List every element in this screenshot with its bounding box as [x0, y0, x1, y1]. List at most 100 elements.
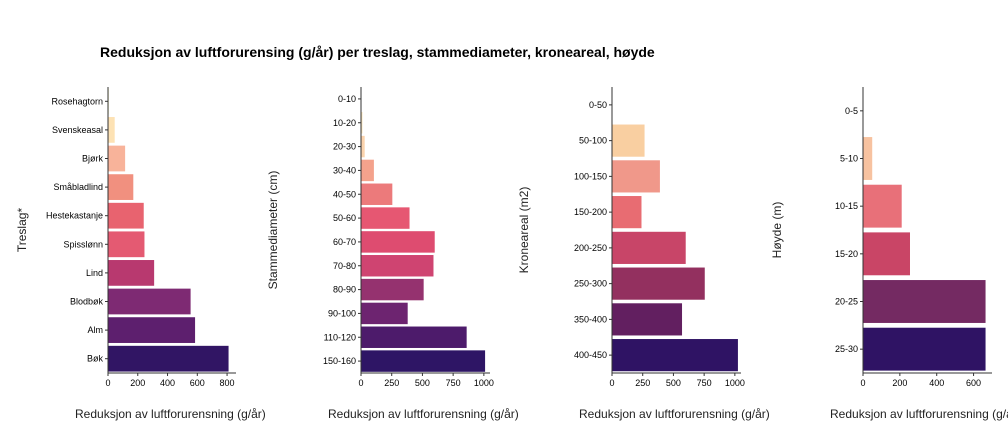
y-tick-label: 30-40: [333, 165, 356, 175]
panel-4: 0-5 5-10 10-15 15-20 20-25 25-30 0 200 400 600 Red…: [770, 87, 1008, 421]
y-tick-label: Småbladlind: [53, 182, 103, 192]
y-axis-title: Stammediameter (cm): [266, 171, 280, 290]
bar: [108, 345, 229, 372]
bar: [108, 202, 144, 229]
bar: [863, 137, 873, 180]
bar: [108, 117, 115, 143]
bar: [108, 317, 196, 343]
y-tick-label: Blodbøk: [70, 297, 104, 307]
y-tick-label: 10-15: [835, 201, 858, 211]
x-tick-label: 1000: [474, 378, 494, 388]
panel-3: 0-50 50-100 100-150 150-200 200-250 250-300 35…: [517, 87, 770, 421]
chart-title: Reduksjon av luftforurensing (g/år) per …: [100, 44, 655, 60]
bar: [863, 327, 986, 371]
x-tick-label: 250: [635, 378, 650, 388]
panel-1: Rosehagtorn Svenskeasal Bjørk Småbladlind He…: [15, 87, 266, 421]
y-tick-label: Hestekastanje: [46, 211, 103, 221]
y-tick-label: 5-10: [840, 154, 858, 164]
y-tick-label: 40-50: [333, 189, 356, 199]
bar: [361, 278, 424, 301]
chart-panels: Rosehagtorn Svenskeasal Bjørk Småbladlind He…: [15, 87, 1008, 421]
bar: [108, 145, 126, 172]
y-tick-label: 0-5: [845, 106, 858, 116]
x-tick-label: 200: [892, 378, 907, 388]
y-tick-label: Alm: [88, 325, 104, 335]
y-tick-label: 80-90: [333, 285, 356, 295]
y-tick-label: 0-10: [338, 94, 356, 104]
bar: [361, 135, 365, 158]
panel-2: 0-10 10-20 20-30 30-40 40-50 50-60 60-70 70-80 8…: [266, 87, 519, 421]
x-tick-label: 0: [105, 378, 110, 388]
bar: [612, 267, 705, 300]
bar: [612, 196, 642, 229]
bar: [612, 124, 645, 157]
x-tick-label: 500: [666, 378, 681, 388]
bar: [863, 232, 910, 276]
x-tick-label: 200: [130, 378, 145, 388]
y-tick-label: Bøk: [87, 354, 104, 364]
bar: [612, 160, 660, 193]
y-tick-label: 350-400: [574, 314, 607, 324]
y-tick-label: Rosehagtorn: [51, 96, 103, 106]
y-tick-label: 200-250: [574, 243, 607, 253]
x-tick-label: 500: [415, 378, 430, 388]
x-axis-title: Reduksjon av luftforurensning (g/år): [328, 407, 519, 421]
y-tick-label: 150-160: [323, 356, 356, 366]
bar: [361, 326, 467, 348]
y-tick-label: 10-20: [333, 118, 356, 128]
x-tick-label: 600: [190, 378, 205, 388]
bar: [108, 174, 134, 200]
y-tick-label: 70-80: [333, 261, 356, 271]
bar: [361, 183, 393, 205]
bar: [361, 207, 410, 229]
y-tick-label: 250-300: [574, 279, 607, 289]
x-tick-label: 800: [220, 378, 235, 388]
bar: [612, 339, 738, 372]
bar: [361, 302, 408, 325]
x-tick-label: 400: [929, 378, 944, 388]
y-tick-label: 400-450: [574, 350, 607, 360]
x-tick-label: 250: [384, 378, 399, 388]
y-tick-label: 20-30: [333, 142, 356, 152]
x-axis-title: Reduksjon av luftforurensning (g/år): [830, 407, 1008, 421]
x-tick-label: 750: [446, 378, 461, 388]
x-tick-label: 0: [358, 378, 363, 388]
x-tick-label: 0: [860, 378, 865, 388]
y-tick-label: 90-100: [328, 308, 356, 318]
x-tick-label: 750: [697, 378, 712, 388]
y-tick-label: 20-25: [835, 297, 858, 307]
bar: [863, 184, 902, 228]
y-axis-title: Treslag*: [15, 208, 29, 253]
y-tick-label: Spisslønn: [63, 239, 103, 249]
bar: [612, 231, 686, 264]
x-tick-label: 1000: [725, 378, 745, 388]
y-tick-label: 60-70: [333, 237, 356, 247]
bar: [108, 231, 145, 258]
bar: [108, 288, 191, 315]
y-tick-label: 15-20: [835, 249, 858, 259]
bar: [361, 255, 434, 277]
y-tick-label: 150-200: [574, 207, 607, 217]
bar: [108, 260, 155, 286]
x-tick-label: 600: [966, 378, 981, 388]
x-axis-title: Reduksjon av luftforurensning (g/år): [579, 407, 770, 421]
y-tick-label: Svenskeasal: [52, 125, 103, 135]
y-tick-label: 0-50: [589, 100, 607, 110]
bar: [361, 231, 435, 253]
y-axis-title: Høyde (m): [770, 202, 784, 259]
bar: [612, 303, 683, 336]
y-tick-label: 110-120: [324, 332, 356, 342]
y-tick-label: 50-100: [579, 136, 607, 146]
bar: [361, 350, 486, 372]
y-tick-label: 50-60: [333, 213, 356, 223]
y-tick-label: Bjørk: [82, 154, 103, 164]
y-tick-label: 25-30: [835, 344, 858, 354]
x-tick-label: 0: [609, 378, 614, 388]
bar: [361, 112, 363, 134]
y-axis-title: Kroneareal (m2): [517, 187, 531, 274]
x-axis-title: Reduksjon av luftforurensning (g/år): [75, 407, 266, 421]
y-tick-label: Lind: [86, 268, 103, 278]
x-tick-label: 400: [160, 378, 175, 388]
bar: [863, 280, 986, 323]
